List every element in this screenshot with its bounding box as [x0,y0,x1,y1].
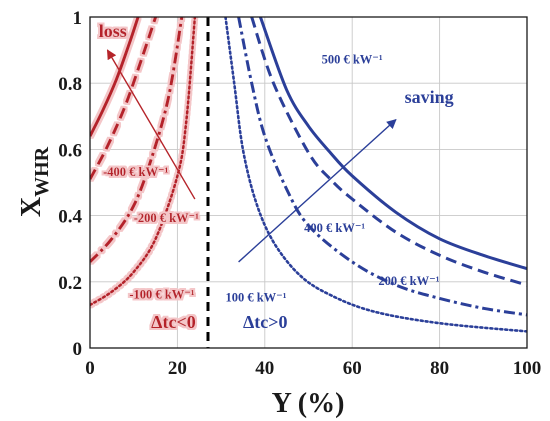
series-line-loss-dotted [90,17,197,307]
series-line-saving-dashed [250,17,527,287]
region-label: Δtc<0 [151,312,196,332]
tick-labels: 0 20 40 60 80 100 0 0.2 0.4 0.6 0.8 1 [58,8,541,379]
y-tick-label: 0.4 [58,207,82,228]
y-tick-label: 0.6 [58,140,82,161]
curve-label: 200 € kW⁻¹ [378,274,439,288]
region-label: saving [405,87,454,107]
x-tick-label: 60 [343,358,362,379]
x-tick-label: 100 [513,358,542,379]
region-label: Δtc>0 [243,312,288,332]
plot-frame [89,16,528,349]
svg-text:XWHR: XWHR [16,146,53,217]
y-axis-title: XWHR [16,146,53,217]
curve-label: -400 € kW⁻¹ [103,165,168,179]
series-line-loss-solid [90,17,140,137]
curve-label: 400 € kW⁻¹ [304,221,365,235]
series-line-saving-solid [258,17,527,271]
y-tick-label: 0.8 [58,74,82,95]
y-axis-title-main: X [16,197,47,217]
series-line-saving-dashdot [237,17,527,317]
curve-label: 100 € kW⁻¹ [225,291,286,305]
series-group [90,17,527,333]
curve-label: -100 € kW⁻¹ [129,287,194,301]
x-tick-label: 40 [255,358,274,379]
arrow-loss [106,49,196,200]
y-axis-title-sub: WHR [31,146,53,197]
curve-label: 500 € kW⁻¹ [322,52,383,66]
y-tick-label: 1 [73,8,83,29]
series-line-loss-dashed [90,17,158,180]
curve-label: -200 € kW⁻¹ [134,211,199,225]
arrow-group [106,49,397,263]
arrow-saving [238,118,397,263]
region-label: loss [99,21,127,41]
x-axis-title: Y (%) [272,388,345,419]
series-line-saving-dotted [224,17,527,333]
y-tick-label: 0 [73,339,83,360]
x-tick-label: 0 [85,358,95,379]
annotation-group: loss saving Δtc<0 Δtc>0 -400 € kW⁻¹ -200 € kW… [99,21,454,332]
x-tick-label: 80 [430,358,449,379]
x-tick-label: 20 [168,358,187,379]
y-tick-label: 0.2 [58,273,82,294]
series-line-loss-dashdot [90,17,184,263]
